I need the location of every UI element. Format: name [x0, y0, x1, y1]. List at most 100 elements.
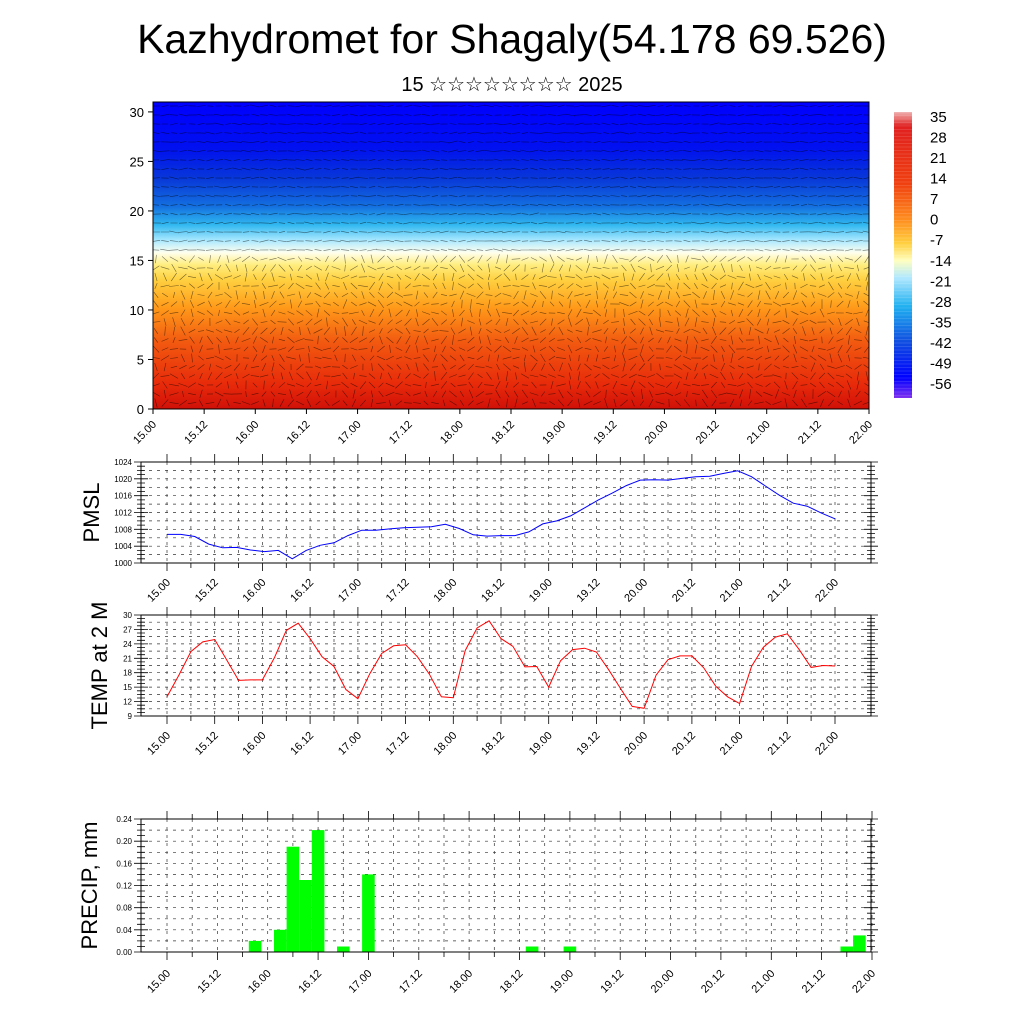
xtick-label: 20.00 — [622, 577, 650, 605]
grid-lines — [141, 462, 871, 564]
y-axis-title: PMSL — [79, 483, 104, 543]
ytick-label: 0.16 — [116, 859, 132, 868]
xtick-label: 19.00 — [548, 968, 576, 996]
precip-bar — [299, 880, 312, 952]
heatmap-xtick-label: 16.12 — [285, 419, 313, 447]
heatmap-xtick-label: 21.12 — [796, 419, 824, 447]
xtick-label: 18.00 — [431, 730, 459, 758]
ytick-label: 1020 — [114, 475, 132, 484]
colorbar-label: 35 — [930, 109, 947, 126]
precip-bar — [362, 874, 375, 952]
xtick-label: 17.12 — [384, 730, 412, 758]
xtick-label: 17.00 — [347, 968, 375, 996]
ytick-label: 12 — [123, 698, 132, 707]
precip-panel: 0.00 0.04 0.08 0.12 0.16 0.20 0.24 15.00 15.12 16… — [77, 811, 878, 996]
colorbar-label: -56 — [930, 376, 952, 393]
heatmap-xtick-label: 17.00 — [336, 419, 364, 447]
y-axis-title: TEMP at 2 M — [87, 602, 112, 730]
ytick-label: 1004 — [114, 542, 132, 551]
wind-barbs — [153, 104, 869, 408]
axis-ticks — [134, 811, 878, 960]
xtick-label: 19.00 — [527, 577, 555, 605]
xtick-label: 22.00 — [813, 730, 841, 758]
precip-bar — [337, 946, 350, 952]
xtick-label: 20.12 — [699, 968, 727, 996]
wind-barb-lines — [153, 104, 869, 408]
heatmap-fill — [153, 102, 869, 409]
ytick-label: 1016 — [114, 492, 132, 501]
ytick-label: 0.24 — [116, 815, 132, 824]
precip-bar — [840, 946, 854, 952]
precip-bar — [248, 940, 262, 952]
xtick-label: 19.12 — [598, 968, 626, 996]
colorbar-fill — [894, 112, 912, 398]
colorbar-label: -42 — [930, 335, 952, 352]
xtick-label: 16.00 — [241, 577, 269, 605]
axis-ticks — [134, 454, 878, 571]
xtick-label: 16.12 — [288, 577, 316, 605]
precip-bar — [286, 846, 300, 952]
xtick-label: 16.00 — [241, 730, 269, 758]
xtick-label: 16.12 — [296, 968, 324, 996]
heatmap-xtick-label: 16.00 — [233, 419, 261, 447]
colorbar-label: 14 — [930, 171, 947, 188]
xtick-label: 15.00 — [145, 968, 173, 996]
colorbar-label: -35 — [930, 314, 952, 331]
xtick-label: 22.00 — [813, 577, 841, 605]
ytick-label: 30 — [123, 611, 132, 620]
colorbar-label: -7 — [930, 232, 943, 249]
heatmap-xtick-label: 21.00 — [745, 419, 773, 447]
colorbar-label: -28 — [930, 294, 952, 311]
grid-lines — [141, 615, 871, 717]
colorbar-label: 28 — [930, 130, 947, 147]
colorbar-label: -14 — [930, 253, 952, 270]
xtick-label: 21.00 — [749, 968, 777, 996]
xtick-label: 15.12 — [193, 577, 221, 605]
colorbar-stripes — [894, 111, 912, 396]
ytick-label: 15 — [123, 683, 132, 692]
xtick-label: 21.00 — [718, 577, 746, 605]
heatmap-ytick-label: 5 — [137, 352, 144, 367]
chart-title: Kazhydromet for Shagaly(54.178 69.526) — [137, 16, 887, 62]
heatmap-xtick-label: 19.12 — [591, 419, 619, 447]
xtick-label: 17.00 — [336, 577, 364, 605]
ytick-label: 0.08 — [116, 904, 132, 913]
heatmap-ytick-label: 25 — [130, 154, 144, 169]
heatmap-ytick-label: 20 — [130, 204, 144, 219]
ytick-label: 18 — [123, 669, 132, 678]
xtick-label: 17.12 — [397, 968, 425, 996]
panel-frame — [140, 461, 872, 564]
xtick-label: 19.00 — [527, 730, 555, 758]
y-axis-title: PRECIP, mm — [77, 822, 102, 950]
heatmap-xtick-label: 20.00 — [643, 419, 671, 447]
heatmap-xtick-label: 15.00 — [131, 419, 159, 447]
xtick-label: 22.00 — [850, 968, 878, 996]
ytick-label: 1000 — [114, 559, 132, 568]
precip-bar — [563, 946, 577, 952]
xtick-label: 20.12 — [670, 577, 698, 605]
heatmap-xtick-label: 18.00 — [438, 419, 466, 447]
xtick-label: 18.00 — [447, 968, 475, 996]
ytick-label: 0.04 — [116, 926, 132, 935]
xtick-label: 16.12 — [288, 730, 316, 758]
colorbar-label: -21 — [930, 273, 952, 290]
xtick-label: 21.12 — [800, 968, 828, 996]
xtick-label: 18.12 — [479, 577, 507, 605]
ytick-label: 0.00 — [116, 948, 132, 957]
heatmap-ytick-label: 30 — [130, 105, 144, 120]
ytick-label: 24 — [123, 640, 132, 649]
precip-bar — [311, 830, 325, 952]
pmsl-line — [167, 470, 836, 560]
ytick-label: 27 — [123, 625, 132, 634]
heatmap-xtick-label: 18.12 — [489, 419, 517, 447]
axis-ticks — [134, 607, 878, 724]
colorbar-label: 0 — [930, 212, 938, 229]
xtick-label: 19.12 — [575, 730, 603, 758]
ytick-label: 0.12 — [116, 882, 132, 891]
precip-bar — [525, 946, 539, 952]
heatmap-xtick-label: 15.12 — [182, 419, 210, 447]
ytick-label: 1008 — [114, 525, 132, 534]
heatmap-xtick-label: 19.00 — [540, 419, 568, 447]
xtick-label: 15.12 — [193, 730, 221, 758]
